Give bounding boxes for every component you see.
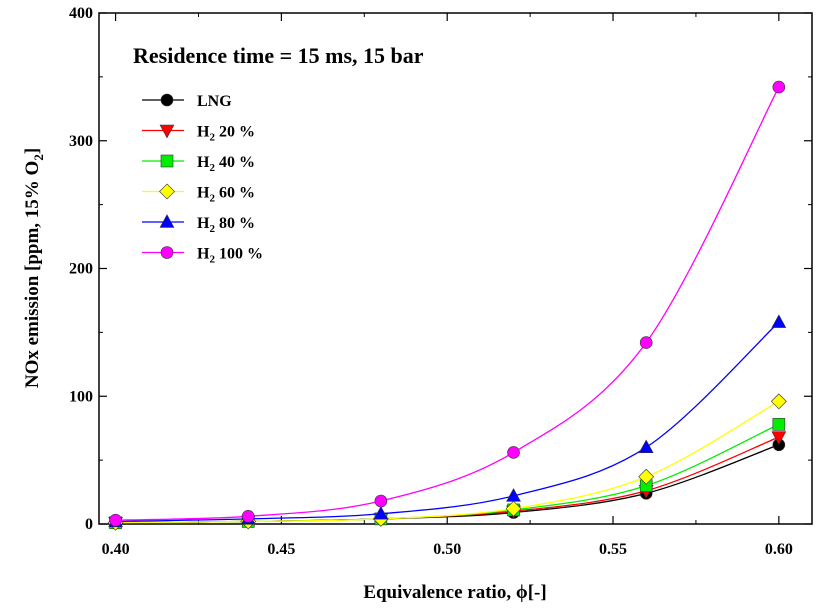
data-point — [373, 505, 389, 520]
legend-item: H2 60 % — [142, 183, 255, 205]
data-point — [374, 494, 388, 508]
y-axis-label-main: NOx emission [ppm, 15% O — [22, 161, 43, 389]
data-point — [772, 418, 786, 431]
axes: 0.40 0.45 0.50 0.55 0.60 0 100 200 300 400 — [69, 5, 813, 558]
series-line — [115, 321, 780, 523]
y-axis-label-subscript: 2 — [31, 154, 46, 161]
series-h2-100- — [109, 80, 786, 527]
legend-marker — [160, 246, 174, 259]
x-tick-label: 0.45 — [267, 541, 295, 558]
x-axis-label: Equivalence ratio, ϕ[-] — [363, 582, 546, 603]
series-h2-60- — [107, 393, 787, 531]
y-axis-label-end: ] — [22, 148, 43, 154]
y-tick-label: 300 — [69, 133, 93, 150]
legend-marker — [159, 214, 175, 228]
x-tick-label: 0.60 — [765, 541, 793, 558]
legend-label: H2 40 % — [197, 154, 255, 174]
y-tick-label: 100 — [69, 388, 93, 405]
legend-label-suffix: 80 % — [215, 215, 255, 232]
legend-item: H2 20 % — [142, 124, 255, 144]
legend-label: H2 20 % — [197, 124, 255, 144]
data-point — [506, 488, 521, 502]
legend-label-prefix: H — [197, 215, 210, 232]
data-point — [770, 393, 787, 410]
x-tick-label: 0.55 — [599, 541, 627, 558]
legend-label-subscript: 2 — [209, 162, 215, 174]
legend-label-suffix: 100 % — [215, 246, 263, 263]
y-tick-label: 400 — [69, 5, 93, 22]
plot-frame — [98, 12, 813, 525]
data-point — [638, 439, 654, 454]
legend-item: H2 80 % — [142, 214, 255, 235]
legend-label: LNG — [197, 93, 232, 110]
y-tick-label: 0 — [85, 516, 93, 533]
series-line — [115, 444, 780, 524]
data-point — [639, 336, 653, 349]
legend-label-prefix: H — [197, 154, 210, 171]
data-point — [772, 80, 786, 94]
x-tick-label: 0.50 — [433, 541, 461, 558]
data-point — [638, 468, 655, 485]
legend-label-subscript: 2 — [209, 223, 215, 235]
legend-marker — [160, 93, 174, 107]
legend-label-prefix: H — [197, 246, 210, 263]
legend-label: H2 80 % — [197, 215, 255, 235]
data-point — [771, 314, 787, 328]
legend-marker — [160, 154, 174, 168]
legend-label-suffix: 60 % — [215, 185, 255, 202]
legend-label: H2 60 % — [197, 185, 255, 205]
series-line — [115, 436, 780, 524]
y-tick-label: 200 — [69, 261, 93, 278]
legend-marker — [159, 183, 175, 200]
series-line — [115, 86, 780, 521]
legend-label-subscript: 2 — [209, 254, 215, 266]
legend-label-subscript: 2 — [209, 193, 215, 205]
legend-label-suffix: 20 % — [215, 124, 255, 141]
data-point — [507, 446, 520, 459]
legend-label-subscript: 2 — [209, 132, 215, 144]
data-point — [109, 513, 122, 527]
legend-item: H2 100 % — [142, 246, 263, 266]
legend-item: LNG — [142, 93, 232, 110]
data-point — [241, 510, 255, 523]
legend-label-suffix: 40 % — [215, 154, 255, 171]
legend-label-prefix: H — [197, 185, 210, 202]
data-point — [771, 431, 787, 445]
legend-label: H2 100 % — [197, 246, 263, 266]
x-tick-label: 0.40 — [102, 541, 130, 558]
data-point — [505, 500, 522, 517]
series-h2-80- — [108, 314, 787, 528]
series-h2-40- — [109, 418, 786, 530]
series-layer — [107, 80, 787, 531]
legend-item: H2 40 % — [142, 154, 255, 174]
y-axis-label: NOx emission [ppm, 15% O2] — [22, 148, 46, 388]
chart-annotation: Residence time = 15 ms, 15 bar — [133, 43, 424, 68]
legend-marker — [159, 124, 175, 139]
series-line — [115, 400, 780, 524]
legend-label-prefix: H — [197, 124, 210, 141]
